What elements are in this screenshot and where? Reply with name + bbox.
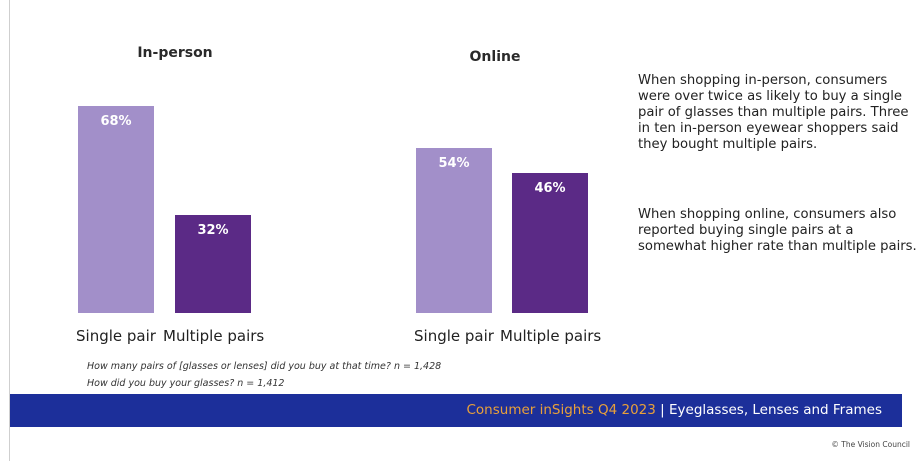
left-divider (9, 0, 10, 461)
description-paragraph-1: When shopping in-person, consumers were … (638, 73, 920, 153)
bar-value-label-0-0: 68% (78, 114, 154, 129)
bar-value-label-1-0: 54% (416, 156, 492, 171)
question-2: How did you buy your glasses? n = 1,412 (87, 378, 284, 389)
description-paragraph-2: When shopping online, consumers also rep… (638, 207, 920, 255)
chart-title-0: In-person (135, 45, 215, 61)
footer-accent-text: Consumer inSights Q4 2023 (466, 402, 655, 418)
footer-title-text: | Eyeglasses, Lenses and Frames (656, 402, 882, 418)
bar-value-label-1-1: 46% (512, 181, 588, 196)
question-1: How many pairs of [glasses or lenses] di… (87, 361, 441, 372)
footer-band: Consumer inSights Q4 2023 | Eyeglasses, … (10, 394, 902, 427)
bar-value-label-0-1: 32% (175, 223, 251, 238)
chart-title-1: Online (455, 49, 535, 65)
category-label-0-0: Single pair (66, 327, 166, 345)
bar-1-0 (416, 148, 492, 313)
category-label-1-1: Multiple pairs (500, 327, 600, 345)
category-label-1-0: Single pair (404, 327, 504, 345)
copyright: © The Vision Council (831, 440, 910, 449)
bar-0-0 (78, 106, 154, 313)
footer-text: Consumer inSights Q4 2023 | Eyeglasses, … (466, 402, 882, 418)
category-label-0-1: Multiple pairs (163, 327, 263, 345)
